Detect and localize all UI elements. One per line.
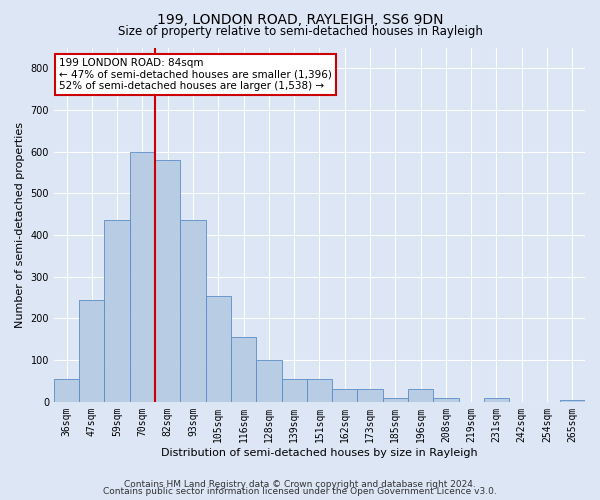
Bar	[130, 152, 155, 402]
X-axis label: Distribution of semi-detached houses by size in Rayleigh: Distribution of semi-detached houses by …	[161, 448, 478, 458]
Bar	[307, 379, 332, 402]
Y-axis label: Number of semi-detached properties: Number of semi-detached properties	[15, 122, 25, 328]
Bar	[408, 390, 433, 402]
Bar	[231, 337, 256, 402]
Bar	[54, 379, 79, 402]
Bar	[433, 398, 458, 402]
Text: Contains public sector information licensed under the Open Government Licence v3: Contains public sector information licen…	[103, 488, 497, 496]
Text: 199, LONDON ROAD, RAYLEIGH, SS6 9DN: 199, LONDON ROAD, RAYLEIGH, SS6 9DN	[157, 12, 443, 26]
Bar	[358, 390, 383, 402]
Bar	[256, 360, 281, 402]
Bar	[281, 379, 307, 402]
Bar	[484, 398, 509, 402]
Bar	[332, 390, 358, 402]
Bar	[181, 220, 206, 402]
Bar	[383, 398, 408, 402]
Bar	[560, 400, 585, 402]
Text: Size of property relative to semi-detached houses in Rayleigh: Size of property relative to semi-detach…	[118, 25, 482, 38]
Bar	[206, 296, 231, 402]
Bar	[155, 160, 181, 402]
Bar	[104, 220, 130, 402]
Bar	[79, 300, 104, 402]
Text: Contains HM Land Registry data © Crown copyright and database right 2024.: Contains HM Land Registry data © Crown c…	[124, 480, 476, 489]
Text: 199 LONDON ROAD: 84sqm
← 47% of semi-detached houses are smaller (1,396)
52% of : 199 LONDON ROAD: 84sqm ← 47% of semi-det…	[59, 58, 332, 92]
